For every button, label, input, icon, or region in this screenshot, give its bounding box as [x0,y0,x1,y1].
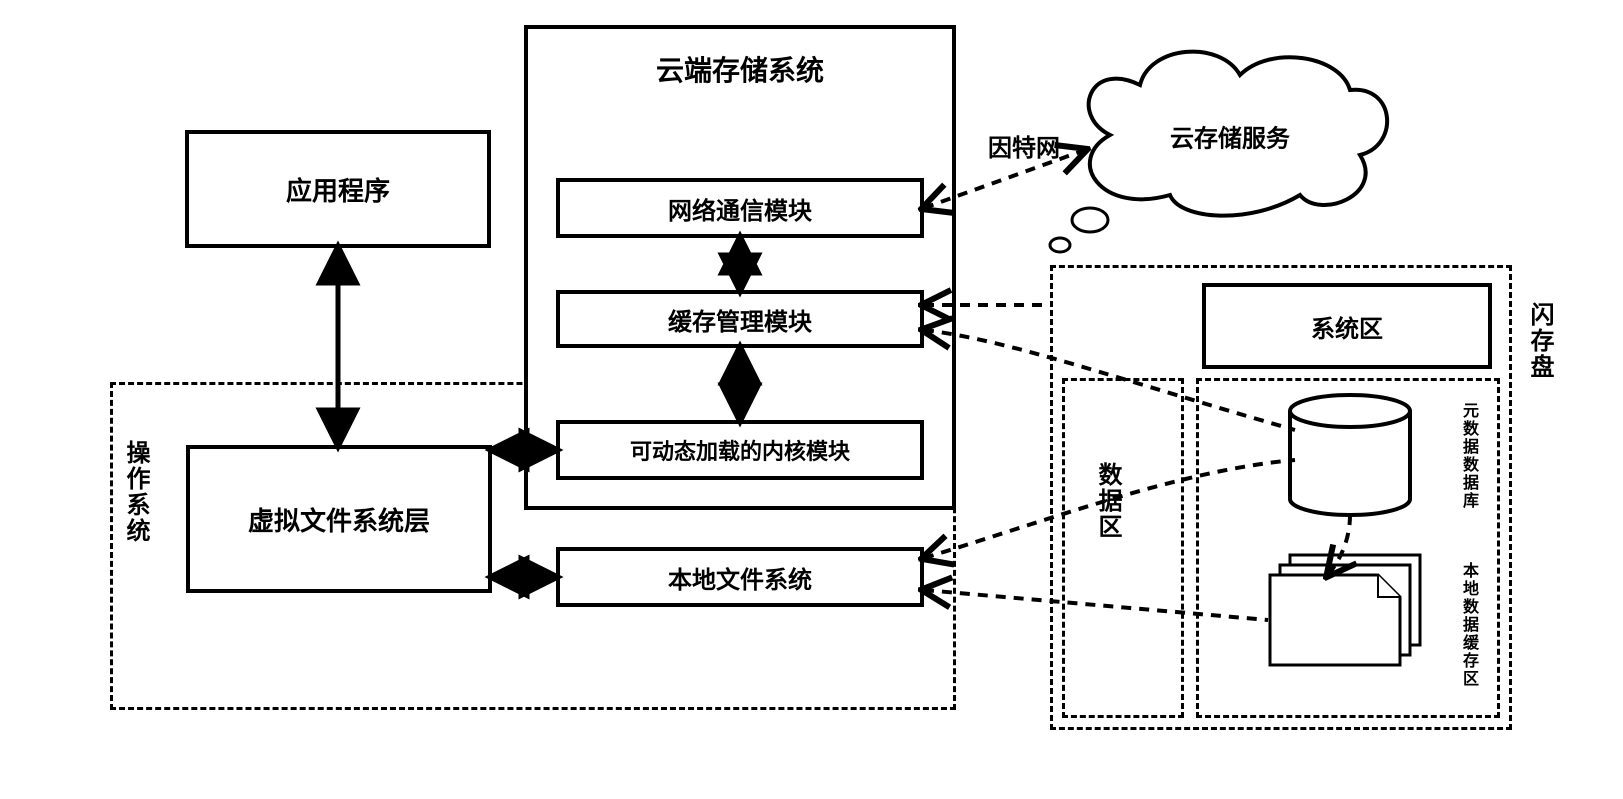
data-area-label: 数据区 [1090,460,1125,542]
local-fs-label: 本地文件系统 [668,560,812,595]
diagram-canvas: 应用程序 云端存储系统 网络通信模块 缓存管理模块 可动态加载的内核模块 虚拟文… [0,0,1623,799]
os-label: 操作系统 [118,438,153,546]
vfs-box: 虚拟文件系统层 [186,445,492,593]
vfs-label: 虚拟文件系统层 [248,501,430,538]
cache-mgr-box: 缓存管理模块 [556,290,924,348]
cloud-service-icon: 云存储服务 [1050,52,1387,252]
system-inner-container [1196,378,1500,718]
internet-label: 因特网 [984,128,1064,163]
cache-file-label: 缓存文件 [1296,635,1360,655]
cache-mgr-label: 缓存管理模块 [668,302,812,337]
application-label: 应用程序 [286,171,390,208]
kernel-module-label: 可动态加载的内核模块 [630,434,850,466]
application-box: 应用程序 [185,130,491,248]
metadata-db-label: 元数据数据库 [1456,400,1480,512]
system-area-box: 系统区 [1202,283,1492,369]
cloud-storage-system-label: 云端存储系统 [656,49,824,89]
local-fs-box: 本地文件系统 [556,547,924,607]
data-area-container [1062,378,1184,718]
svg-text:云存储服务: 云存储服务 [1170,124,1291,152]
local-cache-label: 本地数据缓存区 [1456,560,1480,690]
kernel-module-box: 可动态加载的内核模块 [556,420,924,480]
network-comm-box: 网络通信模块 [556,178,924,238]
flash-label: 闪存盘 [1522,300,1557,382]
system-area-label: 系统区 [1311,309,1383,344]
network-comm-label: 网络通信模块 [668,191,812,226]
